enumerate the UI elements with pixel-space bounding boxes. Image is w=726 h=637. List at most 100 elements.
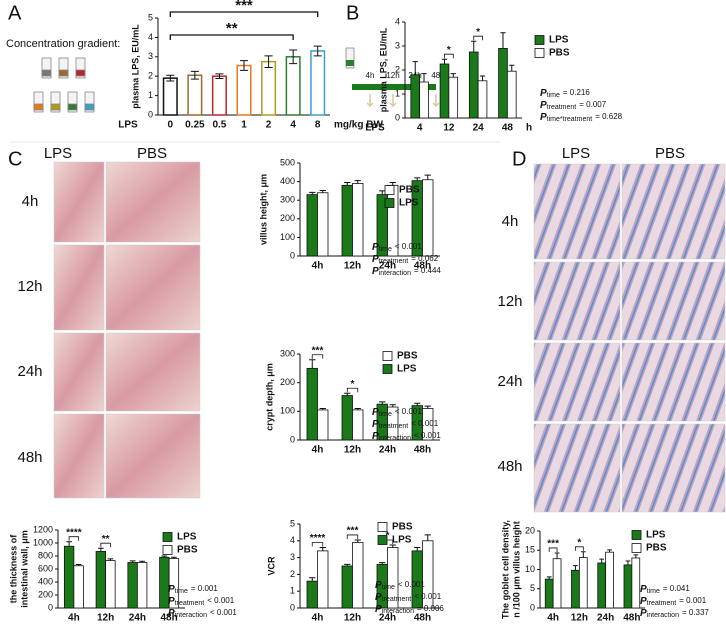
panel-letter: A [8, 2, 22, 24]
error-bar [354, 407, 361, 410]
error-bar [344, 182, 351, 186]
error-bar [319, 547, 326, 551]
legend-label: PBS [392, 522, 413, 533]
y-tick-label: 1200 [33, 524, 53, 534]
stat-line: Ptime < 0.001 [372, 407, 422, 418]
bar [477, 80, 488, 119]
stat-term: time [647, 588, 660, 595]
legend-swatch [377, 535, 388, 545]
legend-label: LPS [397, 364, 417, 375]
bar [187, 74, 203, 116]
row-label: 12h [497, 293, 522, 310]
bar [448, 76, 459, 119]
stat-term: treatment [547, 104, 577, 111]
x-tick-label: 48h [414, 613, 431, 624]
x-tick-label: 4h [312, 613, 324, 624]
error-bar [379, 562, 386, 565]
x-tick-label: 4h [312, 445, 324, 456]
significance-label: * [476, 27, 480, 38]
row-label: 24h [497, 373, 522, 390]
bar [341, 184, 353, 257]
significance-label: * [447, 45, 451, 56]
panel-letter: D [512, 148, 526, 170]
significance-bracket [575, 546, 584, 551]
error-bar [607, 549, 612, 553]
x-unit: h [526, 123, 532, 134]
stat-line: Ptreatment < 0.001 [168, 596, 235, 607]
x-tick-label: 12h [344, 445, 361, 456]
error-bar [424, 534, 431, 541]
error-bar [554, 552, 560, 559]
x-tick-label: 4 [290, 120, 296, 131]
column-label: PBS [137, 145, 167, 162]
error-bar [129, 560, 136, 563]
y-tick-label: 3 [395, 40, 400, 50]
stat-line: Pinteraction = 0.006 [375, 604, 444, 615]
y-tick-label: 2 [290, 569, 295, 579]
error-bar [412, 61, 418, 75]
bar [127, 562, 138, 609]
x-unit: mg/kg BW [334, 120, 383, 131]
error-bar [479, 75, 486, 81]
y-tick-label: 1 [148, 90, 153, 100]
legend-label: LPS [399, 198, 419, 209]
y-tick-label: 5 [148, 12, 153, 22]
bar [236, 64, 252, 116]
y-tick-label: 15 [525, 545, 535, 555]
significance-bracket [346, 387, 359, 393]
stat-value: = 0.041 [663, 584, 690, 593]
x-tick-label: 12h [571, 613, 588, 624]
x-tick-label: 2 [266, 120, 272, 131]
row-label: 12h [17, 278, 42, 295]
stat-term: treatment [379, 423, 409, 430]
significance-bracket [311, 354, 324, 359]
stat-symbol: P [375, 580, 382, 591]
error-bar [424, 174, 431, 180]
error-bar [379, 401, 386, 405]
x-tick-label: 12h [344, 261, 361, 272]
stat-value: < 0.001 [395, 407, 422, 416]
error-bar [98, 547, 104, 552]
y-axis-label: plasma LPS, EU/mL [130, 24, 140, 109]
stat-line: Ptreatment < 0.001 [372, 419, 439, 430]
y-tick-label: 200 [280, 377, 295, 387]
timeline-label: 12h [386, 71, 399, 80]
bar [623, 564, 633, 609]
stat-symbol: P [375, 604, 382, 615]
significance-label: ** [102, 534, 110, 545]
error-bar [239, 60, 249, 71]
stat-symbol: P [372, 431, 379, 442]
x-tick-label: 48h [161, 613, 178, 624]
stat-line: Ptreatment = 0.062 [372, 254, 439, 265]
significance-bracket [346, 534, 359, 539]
significance-bracket [100, 542, 111, 548]
stat-symbol: P [540, 100, 547, 111]
y-tick-label: 300 [280, 195, 295, 205]
histology-images [53, 161, 201, 499]
y-axis-label: plasma LPS, EU/mL [378, 27, 388, 112]
stat-term: time [379, 411, 392, 418]
stat-term: interaction [175, 612, 207, 619]
stat-term: treatment [647, 600, 677, 607]
x-tick-label: 24h [379, 613, 396, 624]
stat-value: = 0.006 [417, 604, 444, 613]
legend-label: PBS [397, 351, 418, 362]
bar [506, 70, 517, 119]
x-tick-label: 4 [417, 123, 423, 134]
bar [162, 77, 178, 116]
stat-value: < 0.001 [398, 580, 425, 589]
stat-value: < 0.001 [395, 242, 422, 251]
y-tick-label: 1 [395, 88, 400, 98]
stat-symbol: P [372, 419, 379, 430]
legend-label: PBS [177, 545, 198, 556]
timeline-label: 4h [366, 71, 375, 80]
y-tick-label: 3 [148, 51, 153, 61]
error-bar [421, 73, 427, 82]
y-tick-label: 100 [280, 406, 295, 416]
significance-bracket [169, 34, 294, 40]
stat-symbol: P [372, 254, 379, 265]
bar [410, 74, 421, 119]
y-tick-label: 10 [525, 564, 535, 574]
y-tick-label: 2 [148, 71, 153, 81]
